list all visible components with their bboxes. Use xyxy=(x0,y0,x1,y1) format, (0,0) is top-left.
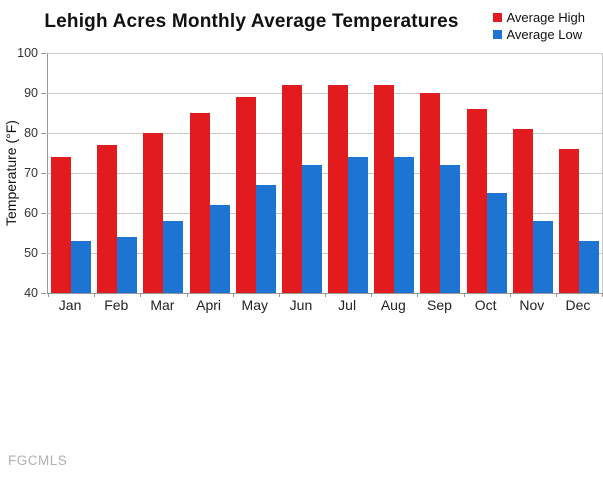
x-tick-label-apri: Apri xyxy=(196,297,222,313)
bar-group-jun xyxy=(279,53,325,293)
y-tick-label: 40 xyxy=(24,286,38,300)
bar-average-high-oct xyxy=(466,109,487,293)
x-tick-mark xyxy=(94,293,96,297)
legend-swatch-average-high xyxy=(493,13,503,22)
x-tick-label-mar: Mar xyxy=(150,297,175,313)
bar-average-low-may xyxy=(255,185,276,293)
bar-average-high-may xyxy=(235,97,256,293)
bar-average-low-dec xyxy=(578,241,599,293)
bar-average-high-sep xyxy=(420,93,441,293)
y-tick-mark xyxy=(41,93,46,94)
bars-layer xyxy=(48,53,602,293)
x-tick-mark xyxy=(278,293,280,297)
bar-average-low-apri xyxy=(209,205,230,293)
x-tick-label-feb: Feb xyxy=(104,297,129,313)
legend-label: Average High xyxy=(506,10,585,25)
plot-area xyxy=(47,53,603,297)
bar-group-mar xyxy=(140,53,186,293)
bar-average-high-dec xyxy=(558,149,579,293)
x-tick-label-oct: Oct xyxy=(474,297,497,313)
bar-group-dec xyxy=(556,53,602,293)
x-tick-mark xyxy=(509,293,511,297)
legend-swatch-average-low xyxy=(493,30,503,39)
legend: Average High Average Low xyxy=(493,9,585,43)
gridline xyxy=(48,53,602,54)
x-tick-mark xyxy=(232,293,234,297)
bar-average-low-jan xyxy=(71,241,92,293)
x-tick-mark xyxy=(555,293,557,297)
bar-average-low-sep xyxy=(440,165,461,293)
gridline xyxy=(48,213,602,214)
bar-average-low-nov xyxy=(532,221,553,293)
y-tick-mark xyxy=(41,213,46,214)
x-tick-mark xyxy=(325,293,326,297)
y-tick-mark xyxy=(41,293,46,294)
gridline xyxy=(48,173,602,174)
y-tick-label: 100 xyxy=(17,46,38,60)
x-tick-mark xyxy=(463,293,465,297)
legend-item-average-low: Average Low xyxy=(493,26,585,43)
bar-group-aug xyxy=(371,53,417,293)
x-tick-label-aug: Aug xyxy=(380,297,406,313)
bar-average-high-jan xyxy=(51,157,72,293)
y-tick-label: 60 xyxy=(24,206,38,220)
x-tick-mark xyxy=(48,293,49,297)
chart-title: Lehigh Acres Monthly Average Temperature… xyxy=(44,11,459,32)
gridline xyxy=(48,93,602,94)
x-tick-mark xyxy=(186,293,188,297)
bar-group-apri xyxy=(187,53,233,293)
y-tick-label: 90 xyxy=(24,86,38,100)
y-tick-label: 70 xyxy=(24,166,38,180)
x-tick-label-dec: Dec xyxy=(565,297,591,313)
x-tick-mark xyxy=(140,293,142,297)
bar-average-high-mar xyxy=(143,133,164,293)
y-tick-mark xyxy=(41,253,46,254)
bar-average-high-apri xyxy=(189,113,210,293)
x-tick-label-nov: Nov xyxy=(519,297,545,313)
bar-group-jan xyxy=(48,53,94,293)
bar-group-jul xyxy=(325,53,371,293)
bar-group-nov xyxy=(510,53,556,293)
x-tick-label-may: May xyxy=(241,297,268,313)
bar-average-high-aug xyxy=(374,85,395,293)
watermark-text: FGCMLS xyxy=(8,453,68,468)
bar-average-high-nov xyxy=(512,129,533,293)
bar-average-low-mar xyxy=(163,221,184,293)
bar-average-high-jun xyxy=(281,85,302,293)
gridline xyxy=(48,253,602,254)
bar-group-oct xyxy=(464,53,510,293)
bar-average-low-jul xyxy=(348,157,369,293)
gridline xyxy=(48,133,602,134)
x-tick-label-jul: Jul xyxy=(338,297,357,313)
y-tick-mark xyxy=(41,53,46,54)
bar-average-low-feb xyxy=(117,237,138,293)
x-tick-mark xyxy=(417,293,419,297)
x-tick-mark xyxy=(371,293,373,297)
bar-group-sep xyxy=(417,53,463,293)
y-tick-mark xyxy=(41,133,46,134)
x-axis-labels: Jan Feb Mar Apri May Jun Jul Aug Sep Oct Nov Dec xyxy=(47,297,601,313)
bar-average-low-jun xyxy=(301,165,322,293)
y-axis: 100 90 80 70 60 50 40 xyxy=(0,46,47,300)
x-tick-label-jan: Jan xyxy=(58,297,82,313)
legend-label: Average Low xyxy=(506,27,583,42)
x-tick-label-sep: Sep xyxy=(427,297,452,313)
y-tick-label: 50 xyxy=(24,246,38,260)
bar-average-low-oct xyxy=(486,193,507,293)
y-tick-label: 80 xyxy=(24,126,38,140)
bar-average-high-jul xyxy=(328,85,349,293)
y-tick-mark xyxy=(41,173,46,174)
legend-item-average-high: Average High xyxy=(493,9,585,26)
x-tick-label-jun: Jun xyxy=(289,297,313,313)
bar-group-feb xyxy=(94,53,140,293)
bar-average-low-aug xyxy=(394,157,415,293)
bar-average-high-feb xyxy=(97,145,118,293)
bar-group-may xyxy=(233,53,279,293)
